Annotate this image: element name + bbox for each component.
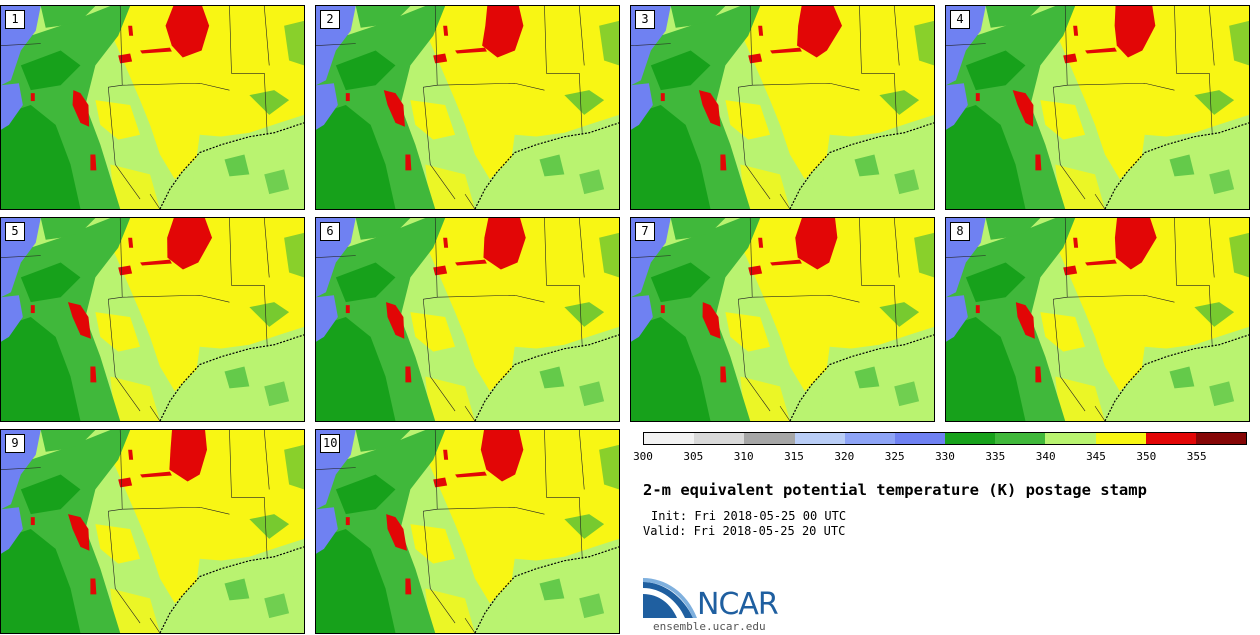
colorbar-tick-label: 340 <box>1035 450 1056 463</box>
ensemble-member-map: 3 <box>630 5 935 210</box>
member-number: 5 <box>5 222 25 241</box>
ensemble-member-map: 2 <box>315 5 620 210</box>
ncar-logo-icon <box>643 578 697 618</box>
colorbar-swatch <box>694 433 745 444</box>
colorbar-tick-label: 335 <box>985 450 1006 463</box>
theta-e-map-icon <box>946 218 1249 421</box>
init-time: Init: Fri 2018-05-25 00 UTC <box>651 509 847 523</box>
colorbar-swatch <box>1045 433 1096 444</box>
theta-e-map-icon <box>316 218 619 421</box>
ncar-logo-text: NCAR <box>697 587 779 622</box>
colorbar-tick-label: 325 <box>884 450 905 463</box>
colorbar-tick-label: 300 <box>633 450 653 463</box>
ensemble-member-map: 6 <box>315 217 620 422</box>
colorbar-swatch <box>1195 433 1247 444</box>
colorbar-tick-label: 355 <box>1186 450 1207 463</box>
member-number: 6 <box>320 222 340 241</box>
colorbar-tick-label: 320 <box>834 450 855 463</box>
colorbar-swatch <box>644 433 695 444</box>
colorbar-swatch <box>894 433 946 444</box>
ensemble-member-map: 9 <box>0 429 305 634</box>
site-url: ensemble.ucar.edu <box>653 620 766 633</box>
member-number: 7 <box>635 222 655 241</box>
colorbar-ticks: 300 305 310 315 320 325 330 335 340 345 350 355 <box>633 450 1247 466</box>
member-number: 3 <box>635 10 655 29</box>
colorbar-swatch <box>744 433 795 444</box>
member-number: 1 <box>5 10 25 29</box>
colorbar-tick-label: 345 <box>1086 450 1106 463</box>
member-number: 9 <box>5 434 25 453</box>
theta-e-map-icon <box>946 6 1249 209</box>
theta-e-map-icon <box>316 6 619 209</box>
colorbar-tick-label: 310 <box>733 450 754 463</box>
colorbar-swatch <box>1145 433 1196 444</box>
theta-e-map-icon <box>1 6 304 209</box>
theta-e-map-icon <box>631 218 934 421</box>
ensemble-member-map: 5 <box>0 217 305 422</box>
theta-e-map-icon <box>631 6 934 209</box>
valid-time: Valid: Fri 2018-05-25 20 UTC <box>643 524 846 538</box>
ensemble-member-map: 10 <box>315 429 620 634</box>
member-number: 8 <box>950 222 970 241</box>
colorbar-swatch <box>945 433 996 444</box>
colorbar-swatch <box>794 433 845 444</box>
colorbar-tick-label: 350 <box>1136 450 1157 463</box>
theta-e-map-icon <box>1 218 304 421</box>
colorbar-tick-label: 315 <box>784 450 804 463</box>
colorbar-swatch <box>995 433 1046 444</box>
plot-title: 2-m equivalent potential temperature (K)… <box>643 481 1147 499</box>
member-number: 4 <box>950 10 970 29</box>
member-number: 10 <box>320 434 341 453</box>
theta-e-map-icon <box>1 430 304 633</box>
ensemble-member-map: 8 <box>945 217 1250 422</box>
ensemble-member-map: 1 <box>0 5 305 210</box>
colorbar-tick-label: 305 <box>683 450 704 463</box>
ensemble-member-map: 7 <box>630 217 935 422</box>
colorbar-swatch <box>844 433 895 444</box>
colorbar-tick-label: 330 <box>935 450 955 463</box>
member-number: 2 <box>320 10 340 29</box>
colorbar <box>643 432 1247 445</box>
ensemble-member-map: 4 <box>945 5 1250 210</box>
theta-e-map-icon <box>316 430 619 633</box>
colorbar-swatch <box>1095 433 1146 444</box>
